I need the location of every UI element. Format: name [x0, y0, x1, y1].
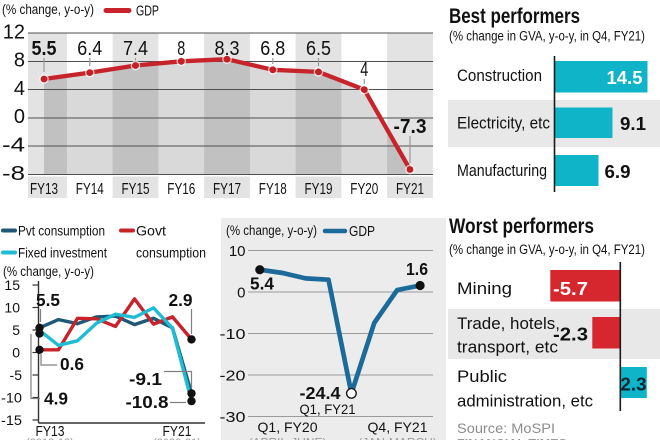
svg-text:0: 0 [12, 345, 20, 361]
svg-text:1.6: 1.6 [406, 259, 428, 279]
svg-text:-5.7: -5.7 [553, 279, 588, 299]
svg-text:Public: Public [457, 368, 507, 386]
svg-text:8.3: 8.3 [215, 38, 240, 60]
svg-text:5.4: 5.4 [250, 274, 274, 294]
svg-text:FY14: FY14 [76, 181, 104, 198]
svg-text:7.4: 7.4 [123, 38, 148, 60]
svg-text:6.5: 6.5 [306, 38, 331, 60]
svg-text:Worst performers: Worst performers [449, 215, 594, 238]
svg-text:administration, etc: administration, etc [457, 393, 593, 411]
svg-text:-7.3: -7.3 [394, 116, 427, 138]
svg-text:consumption: consumption [136, 245, 206, 261]
svg-text:Govt: Govt [136, 223, 166, 239]
svg-text:12: 12 [3, 21, 25, 43]
svg-text:Best performers: Best performers [449, 5, 580, 28]
svg-text:FY17: FY17 [213, 181, 241, 198]
svg-text:15: 15 [4, 277, 20, 293]
svg-text:FY20: FY20 [350, 181, 378, 198]
svg-text:2.3: 2.3 [621, 375, 647, 395]
svg-text:-5: -5 [10, 367, 23, 383]
svg-text:-10.8: -10.8 [126, 392, 169, 412]
svg-text:Trade, hotels,: Trade, hotels, [457, 315, 560, 333]
svg-text:-2.3: -2.3 [553, 325, 588, 345]
svg-text:(% change in GVA, y-o-y, in Q4: (% change in GVA, y-o-y, in Q4, FY21) [449, 29, 645, 44]
svg-text:5.5: 5.5 [36, 290, 60, 310]
svg-text:Source: MoSPI: Source: MoSPI [457, 421, 555, 436]
svg-text:(% change, y-o-y): (% change, y-o-y) [3, 264, 94, 279]
svg-text:Electricity, etc: Electricity, etc [457, 115, 550, 133]
svg-text:FY21: FY21 [396, 181, 424, 198]
svg-text:GDP: GDP [349, 224, 375, 240]
svg-text:Mining: Mining [457, 280, 512, 298]
svg-text:6.4: 6.4 [77, 38, 102, 60]
svg-text:8: 8 [177, 38, 185, 60]
svg-text:-10: -10 [1, 390, 22, 406]
svg-text:6.9: 6.9 [605, 162, 631, 182]
svg-text:10: 10 [229, 243, 246, 260]
svg-text:-9.1: -9.1 [129, 369, 162, 389]
svg-text:Construction: Construction [457, 67, 542, 85]
svg-text:-10: -10 [220, 326, 246, 343]
svg-text:5.5: 5.5 [32, 38, 57, 60]
svg-text:Q1, FY21: Q1, FY21 [300, 401, 356, 417]
svg-text:FY15: FY15 [122, 181, 150, 198]
svg-text:(2012-13): (2012-13) [26, 437, 74, 440]
svg-text:FY13: FY13 [30, 181, 58, 198]
svg-text:FY21: FY21 [163, 423, 192, 440]
svg-text:(% change, y-o-y): (% change, y-o-y) [2, 2, 94, 17]
svg-text:FINANCIAL TIMES: FINANCIAL TIMES [457, 436, 567, 440]
svg-text:(% change in GVA, y-o-y, in Q4: (% change in GVA, y-o-y, in Q4, FY21) [449, 242, 645, 257]
svg-text:FY16: FY16 [167, 181, 195, 198]
svg-text:-30: -30 [220, 409, 246, 426]
svg-text:FY18: FY18 [259, 181, 287, 198]
svg-text:GDP: GDP [136, 4, 159, 20]
svg-text:transport, etc: transport, etc [457, 339, 558, 357]
svg-text:Q1, FY20: Q1, FY20 [258, 419, 318, 435]
svg-text:-20: -20 [220, 367, 246, 384]
svg-text:4: 4 [14, 78, 25, 100]
svg-text:-15: -15 [1, 412, 22, 428]
svg-text:Q4, FY21: Q4, FY21 [368, 419, 428, 435]
svg-text:-4: -4 [2, 135, 25, 157]
svg-text:9.1: 9.1 [620, 114, 646, 134]
svg-text:Fixed investment: Fixed investment [18, 245, 107, 261]
svg-text:Manufacturing: Manufacturing [457, 162, 547, 180]
svg-text:8: 8 [14, 50, 25, 72]
svg-text:FY19: FY19 [305, 181, 333, 198]
svg-text:-24.4: -24.4 [300, 383, 341, 403]
svg-text:0: 0 [237, 284, 245, 301]
svg-text:-8: -8 [2, 163, 25, 185]
svg-text:0.6: 0.6 [60, 354, 84, 374]
svg-text:4.9: 4.9 [44, 389, 68, 409]
svg-text:2.9: 2.9 [169, 290, 193, 310]
svg-text:14.5: 14.5 [607, 68, 643, 88]
svg-text:5: 5 [12, 322, 20, 338]
svg-text:6.8: 6.8 [260, 38, 285, 60]
svg-text:10: 10 [4, 300, 20, 316]
svg-text:(APRIL-JUNE): (APRIL-JUNE) [248, 436, 326, 440]
svg-text:FY13: FY13 [36, 423, 65, 440]
svg-text:(% change, y-o-y): (% change, y-o-y) [226, 223, 317, 238]
svg-text:(2020-21): (2020-21) [153, 437, 201, 440]
svg-text:(JAN-MARCH): (JAN-MARCH) [358, 436, 437, 440]
svg-text:4: 4 [360, 59, 368, 81]
svg-text:Pvt consumption: Pvt consumption [18, 223, 105, 239]
svg-text:0: 0 [14, 106, 25, 128]
